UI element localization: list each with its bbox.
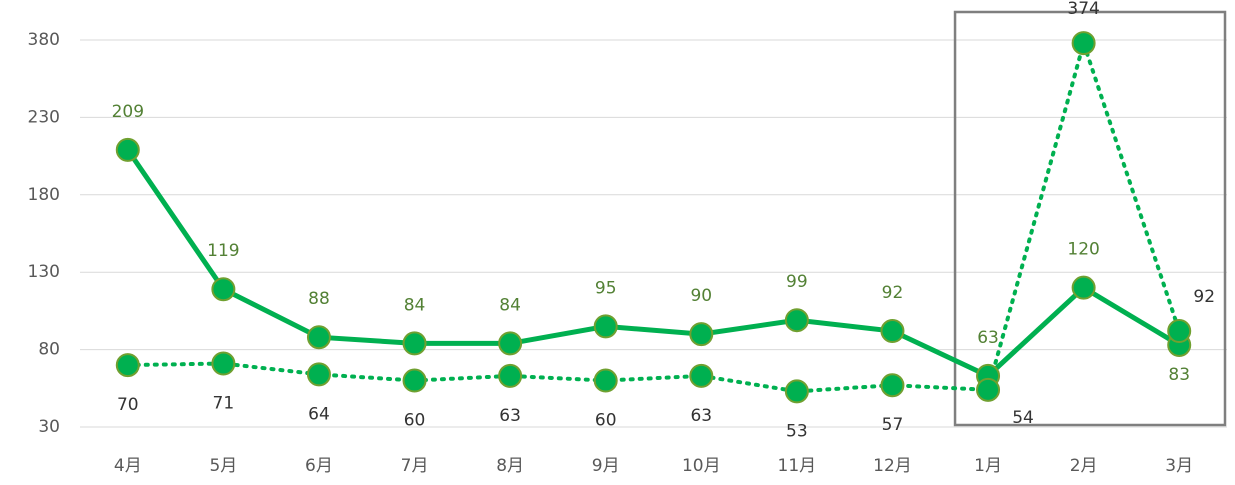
point bbox=[1071, 275, 1096, 300]
data-label: 92 bbox=[882, 283, 904, 303]
x-tick-label: 11月 bbox=[778, 456, 817, 476]
data-label: 60 bbox=[404, 411, 426, 431]
data-label: 63 bbox=[977, 328, 999, 348]
x-tick-label: 9月 bbox=[592, 456, 620, 476]
point bbox=[880, 373, 905, 398]
data-label: 63 bbox=[690, 406, 712, 426]
y-tick-label: 180 bbox=[28, 185, 60, 205]
point bbox=[1167, 319, 1192, 344]
data-label: 95 bbox=[595, 278, 617, 298]
point bbox=[211, 277, 236, 302]
point bbox=[880, 319, 905, 344]
point bbox=[402, 368, 427, 393]
point bbox=[402, 331, 427, 356]
data-label: 63 bbox=[499, 406, 521, 426]
data-label: 374 bbox=[1067, 0, 1099, 19]
data-label: 92 bbox=[1193, 287, 1215, 307]
point bbox=[976, 377, 1001, 402]
point bbox=[211, 351, 236, 376]
y-tick-label: 30 bbox=[38, 417, 60, 437]
data-label: 84 bbox=[404, 295, 426, 315]
data-label: 71 bbox=[213, 394, 235, 414]
data-label: 53 bbox=[786, 421, 808, 441]
x-tick-label: 2月 bbox=[1070, 456, 1098, 476]
point bbox=[689, 322, 714, 347]
data-label: 83 bbox=[1168, 365, 1190, 385]
point bbox=[784, 379, 809, 404]
data-label: 120 bbox=[1067, 240, 1099, 260]
x-tick-label: 5月 bbox=[209, 456, 237, 476]
point bbox=[593, 368, 618, 393]
x-tick-label: 6月 bbox=[305, 456, 333, 476]
y-tick-label: 380 bbox=[28, 30, 60, 50]
x-tick-label: 7月 bbox=[401, 456, 429, 476]
point bbox=[593, 314, 618, 339]
y-tick-label: 230 bbox=[28, 107, 60, 127]
data-label: 119 bbox=[207, 241, 239, 261]
highlight-box bbox=[953, 10, 1227, 427]
x-tick-label: 3月 bbox=[1165, 456, 1193, 476]
point bbox=[498, 363, 523, 388]
point bbox=[306, 325, 331, 350]
y-tick-label: 80 bbox=[38, 340, 60, 360]
data-label: 54 bbox=[1012, 408, 1034, 428]
x-tick-label: 4月 bbox=[114, 456, 142, 476]
point bbox=[689, 363, 714, 388]
y-tick-label: 130 bbox=[28, 262, 60, 282]
series-line bbox=[125, 36, 1182, 394]
series-line bbox=[125, 147, 1182, 379]
x-tick-label: 10月 bbox=[682, 456, 721, 476]
point bbox=[784, 308, 809, 333]
point bbox=[1071, 31, 1096, 56]
data-label: 70 bbox=[117, 395, 139, 415]
x-tick-label: 12月 bbox=[873, 456, 912, 476]
data-label: 88 bbox=[308, 289, 330, 309]
x-tick-label: 1月 bbox=[974, 456, 1002, 476]
data-label: 84 bbox=[499, 295, 521, 315]
data-label: 209 bbox=[112, 102, 144, 122]
x-tick-label: 8月 bbox=[496, 456, 524, 476]
data-label: 64 bbox=[308, 404, 330, 424]
point bbox=[306, 362, 331, 387]
point bbox=[115, 353, 140, 378]
data-label: 99 bbox=[786, 272, 808, 292]
data-label: 90 bbox=[690, 286, 712, 306]
data-label: 57 bbox=[882, 415, 904, 435]
data-label: 60 bbox=[595, 411, 617, 431]
point bbox=[115, 137, 140, 162]
point bbox=[498, 331, 523, 356]
